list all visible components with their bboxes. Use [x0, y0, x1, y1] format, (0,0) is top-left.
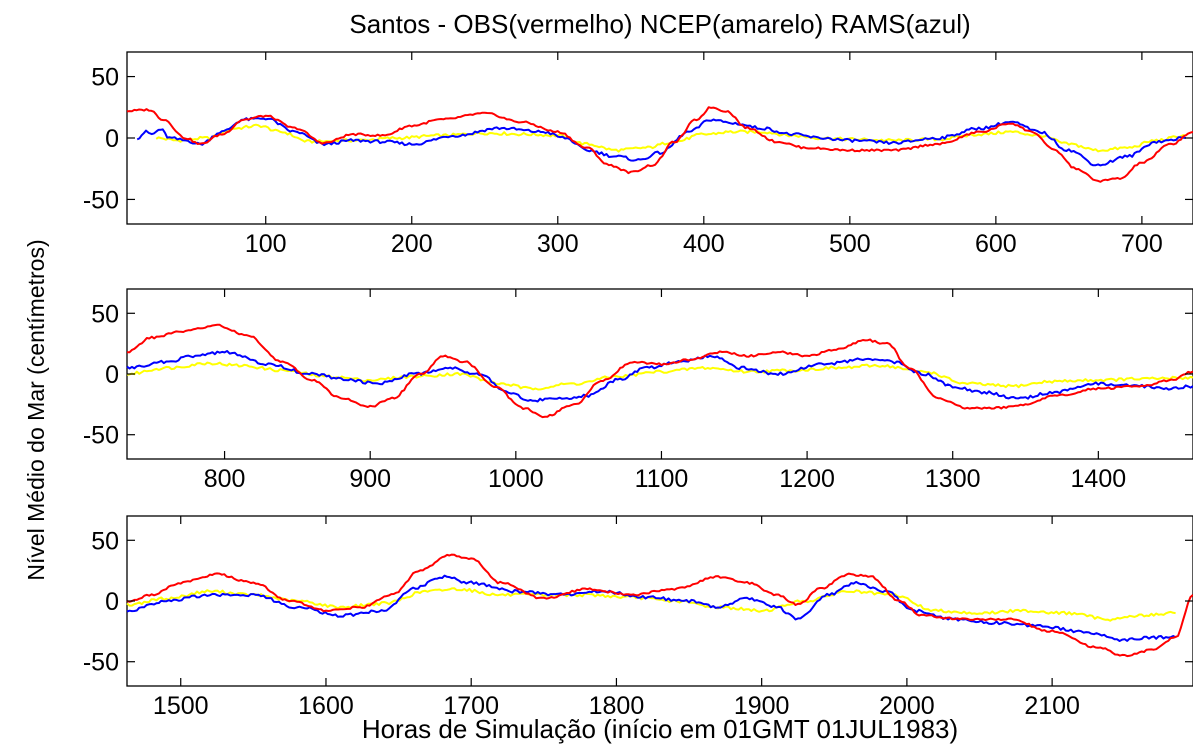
x-tick-label: 100 [245, 230, 287, 258]
x-tick-label: 200 [391, 230, 433, 258]
x-tick-label: 1500 [153, 692, 209, 720]
series-line-obs [126, 553, 1193, 658]
subplot-3: 1500 1600 1700 1800 1900 2000 2100 50 0 -50 [83, 515, 1193, 720]
x-tick-label: 1700 [443, 692, 499, 720]
x-tick-label: 1300 [925, 465, 981, 493]
y-tick-label: 50 [91, 300, 119, 328]
series-line-rams [136, 116, 1186, 167]
y-tick-label: 50 [91, 64, 119, 92]
subplot-2: 800 900 1000 1100 1200 1300 1400 50 0 -50 [83, 288, 1193, 493]
y-tick-label: 0 [105, 588, 119, 616]
y-tick-label: 0 [105, 125, 119, 153]
y-axis-label: Nível Médio do Mar (centímetros) [23, 239, 49, 580]
x-tick-label: 300 [537, 230, 579, 258]
x-tick-label: 1800 [589, 692, 645, 720]
x-tick-label: 1400 [1071, 465, 1127, 493]
series-line-ncep [126, 587, 1176, 622]
series-line-rams [126, 350, 1193, 403]
x-tick-label: 2000 [879, 692, 935, 720]
y-tick-label: -50 [83, 649, 119, 677]
series-line-obs [127, 323, 1193, 419]
plot-area [126, 51, 1193, 225]
x-tick-label: 600 [975, 230, 1017, 258]
x-tick-label: 500 [829, 230, 871, 258]
x-tick-label: 1000 [488, 465, 544, 493]
figure-title: Santos - OBS(vermelho) NCEP(amarelo) RAM… [349, 9, 970, 39]
x-tick-label: 800 [204, 465, 246, 493]
plot-area [126, 288, 1193, 460]
x-tick-label: 1200 [779, 465, 835, 493]
y-tick-label: 50 [91, 527, 119, 555]
series-line-rams [126, 574, 1177, 642]
x-tick-label: 1600 [298, 692, 354, 720]
y-tick-label: 0 [105, 361, 119, 389]
series-line-obs [126, 106, 1193, 183]
x-axis-label: Horas de Simulação (início em 01GMT 01JU… [362, 714, 958, 744]
x-tick-label: 900 [349, 465, 391, 493]
x-tick-label: 700 [1121, 230, 1163, 258]
y-tick-label: -50 [83, 186, 119, 214]
x-tick-label: 2100 [1024, 692, 1080, 720]
x-tick-label: 1900 [734, 692, 790, 720]
x-tick-label: 400 [683, 230, 725, 258]
x-tick-label: 1100 [635, 465, 689, 493]
y-tick-label: -50 [83, 422, 119, 450]
series-line-ncep [126, 361, 1193, 391]
